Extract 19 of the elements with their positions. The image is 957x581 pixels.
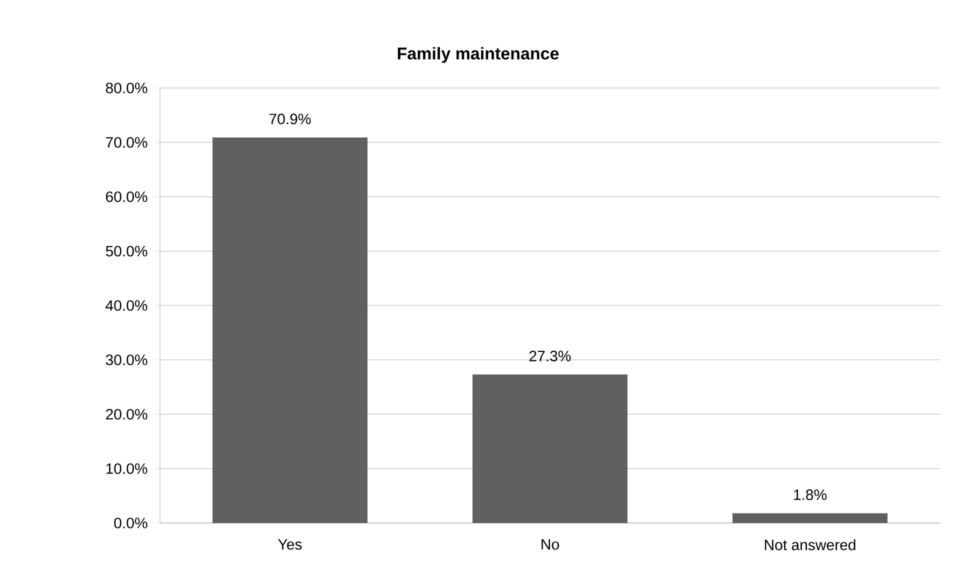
data-label: 1.8% (794, 489, 827, 500)
y-tick-label: 0.0% (114, 518, 148, 528)
y-tick-label: 40.0% (106, 300, 148, 311)
data-label: 70.9% (270, 114, 311, 124)
y-tick-label: 30.0% (106, 354, 148, 366)
y-tick-label: 50.0% (106, 246, 148, 256)
y-tick-label: 20.0% (106, 408, 148, 420)
x-tick-label: Not answered (764, 539, 856, 550)
y-tick-label: 60.0% (106, 191, 148, 202)
data-label: 27.3% (529, 350, 571, 362)
y-tick-label: 70.0% (106, 137, 148, 148)
bar (472, 374, 628, 523)
bar (732, 513, 888, 523)
chart-title: Family maintenance (398, 47, 559, 63)
x-tick-label: Yes (278, 539, 302, 550)
x-tick-label: No (542, 539, 559, 550)
y-tick-label: 10.0% (106, 463, 148, 474)
bar (212, 137, 368, 523)
y-tick-label: 80.0% (106, 82, 148, 94)
